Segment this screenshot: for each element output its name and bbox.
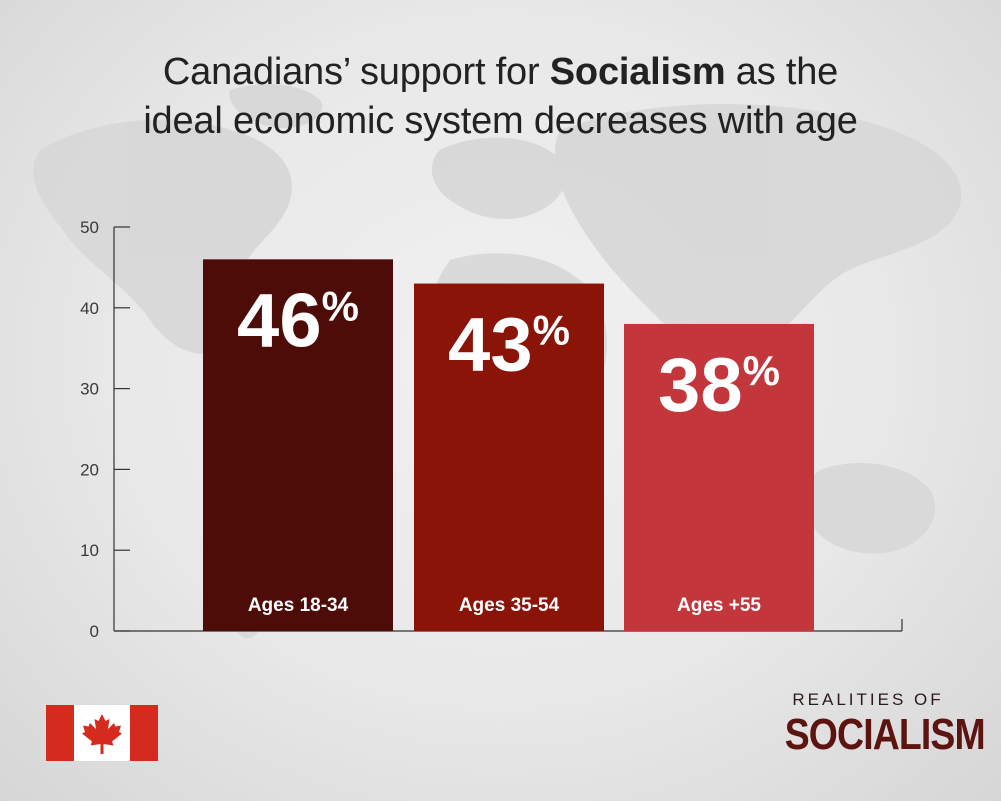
logo-line-1: REALITIES OF: [792, 690, 944, 709]
maple-leaf-icon: [82, 714, 122, 754]
y-tick-label: 40: [80, 299, 99, 318]
bar-category-label: Ages +55: [677, 595, 761, 616]
realities-of-socialism-logo: REALITIES OF SOCIALISM: [770, 690, 986, 760]
bar-category-label: Ages 18-34: [248, 595, 349, 616]
bar-value-label: 46%: [237, 278, 359, 363]
bar: [624, 323, 814, 631]
bar-category-label: Ages 35-54: [459, 595, 560, 616]
bar: [203, 259, 393, 631]
logo-line-2: SOCIALISM: [784, 710, 986, 759]
canada-flag: [46, 705, 158, 761]
y-tick-label: 0: [90, 622, 99, 641]
y-axis: 0 10 20 30 40 50: [80, 218, 130, 641]
title-part-2: as the: [725, 51, 839, 93]
title-bold-word: Socialism: [549, 51, 726, 93]
y-tick-label: 50: [80, 218, 99, 237]
bars: 46% Ages 18-34 43% Ages 35-54 38% Ages +55: [203, 259, 814, 631]
bar: [414, 283, 604, 631]
chart-title: Canadians’ support for Socialism as the …: [0, 48, 1001, 146]
title-line-1: Canadians’ support for Socialism as the: [0, 48, 1001, 97]
title-line-2: ideal economic system decreases with age: [143, 100, 858, 142]
y-tick-label: 20: [80, 460, 99, 479]
y-tick-label: 10: [80, 541, 99, 560]
y-tick-label: 30: [80, 380, 99, 399]
title-part-1: Canadians’ support for: [162, 51, 550, 93]
bar-value-label: 38%: [658, 343, 780, 428]
bar-value-label: 43%: [448, 303, 570, 388]
